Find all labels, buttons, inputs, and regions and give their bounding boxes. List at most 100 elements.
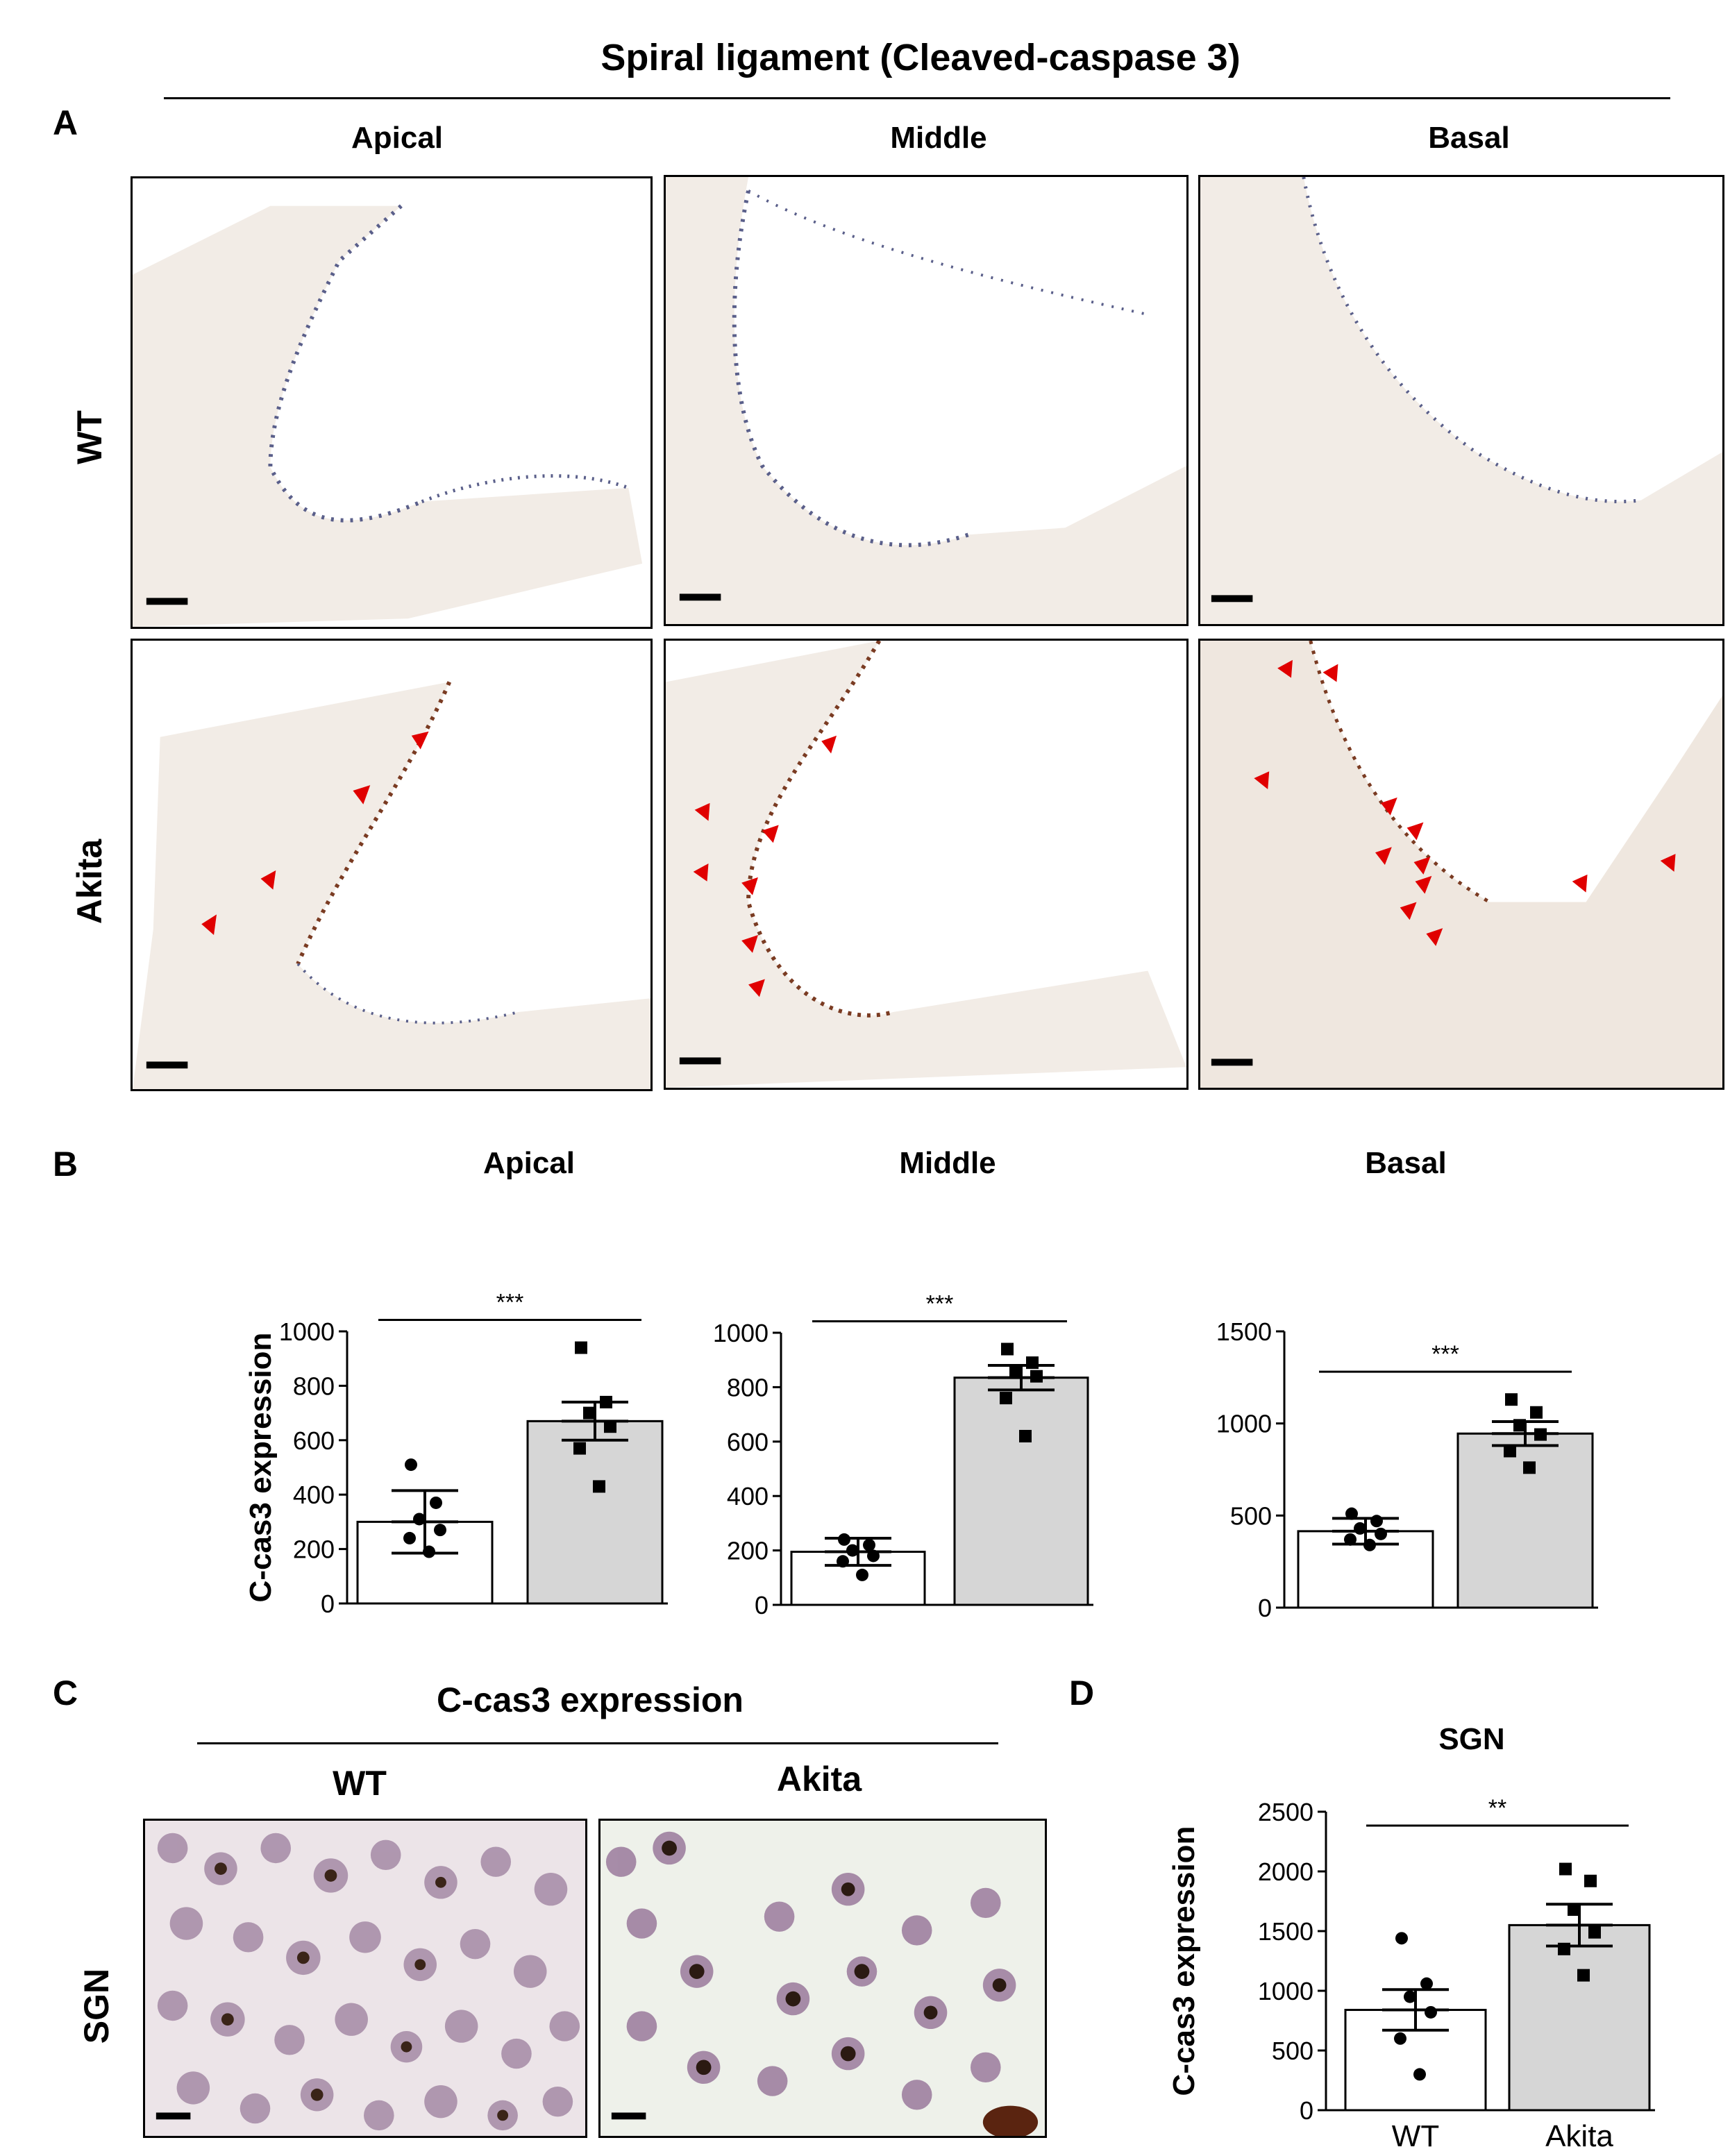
- figure-main-title: Spiral ligament (Cleaved-caspase 3): [601, 37, 1241, 78]
- data-point-akita: [1523, 1461, 1536, 1474]
- chart-b-basal: Basal 050010001500WTAkita***: [1216, 1146, 1598, 1617]
- data-point-wt: [1354, 1522, 1366, 1535]
- significance-label: ***: [496, 1290, 524, 1316]
- y-tick-label: 0: [1300, 2096, 1313, 2125]
- panel-c-title: C-cas3 expression: [437, 1681, 744, 1719]
- data-point-wt: [403, 1531, 416, 1544]
- chart-title: Apical: [483, 1146, 575, 1180]
- chart-title: Basal: [1365, 1146, 1446, 1180]
- y-tick-label: 400: [727, 1482, 769, 1510]
- data-point-akita: [1000, 1392, 1012, 1405]
- data-point-wt: [867, 1549, 880, 1563]
- panel-c-title-underline: [197, 1742, 998, 1744]
- row-label-wt: WT: [70, 410, 109, 464]
- data-point-akita: [1030, 1370, 1043, 1383]
- panel-c-column-akita: Akita: [776, 1760, 862, 1799]
- x-tick-label-wt: WT: [834, 1614, 882, 1617]
- y-tick-label: 500: [1230, 1501, 1272, 1530]
- y-tick-label: 2000: [1258, 1858, 1313, 1886]
- data-point-wt: [430, 1496, 442, 1509]
- plot-area: 0 500 1000 1500 2000 2500 C-cas3 expression WT A…: [1167, 1795, 1655, 2152]
- data-point-wt: [1344, 1533, 1357, 1546]
- data-point-wt: [1425, 2005, 1437, 2019]
- data-point-akita: [604, 1420, 616, 1433]
- micrograph-akita-basal: [1198, 639, 1724, 1090]
- data-point-wt: [1420, 1977, 1433, 1990]
- data-point-wt: [837, 1555, 849, 1568]
- plot-area: 050010001500WTAkita***: [1216, 1317, 1598, 1617]
- data-point-akita: [1001, 1342, 1014, 1356]
- micrograph-sgn-wt: [143, 1819, 587, 2138]
- y-tick-label: 500: [1272, 2037, 1313, 2065]
- y-tick-label: 1000: [1258, 1977, 1313, 2005]
- micrograph-wt-basal: [1198, 175, 1724, 626]
- data-point-wt: [1404, 1990, 1416, 2003]
- y-tick-label: 1500: [1258, 1917, 1313, 1946]
- bar-akita: [526, 1420, 664, 1605]
- x-tick-label-akita: Akita: [987, 1614, 1055, 1617]
- data-point-akita: [1577, 1969, 1590, 1982]
- data-point-wt: [413, 1513, 426, 1526]
- data-point-wt: [856, 1568, 868, 1581]
- data-point-wt: [405, 1458, 417, 1472]
- y-tick-label: 1000: [279, 1317, 335, 1346]
- bar-akita: [1456, 1432, 1594, 1609]
- y-axis-label: C-cas3 expression: [1167, 1826, 1201, 2096]
- micrograph-sgn-akita: [598, 1819, 1047, 2138]
- data-point-akita: [1513, 1419, 1526, 1432]
- data-point-akita: [1534, 1428, 1547, 1441]
- data-point-wt: [423, 1545, 435, 1558]
- plot-area: 0 200 400 600 800 1000 WT Akita ***: [713, 1291, 1093, 1617]
- data-point-wt: [838, 1533, 850, 1546]
- data-point-wt: [1363, 1538, 1376, 1551]
- data-point-akita: [583, 1406, 596, 1420]
- y-tick-label: 1000: [713, 1319, 769, 1347]
- panel-letter-a: A: [53, 103, 78, 142]
- y-tick-label: 800: [727, 1373, 769, 1401]
- data-point-akita: [1019, 1429, 1032, 1442]
- significance-label: **: [1488, 1795, 1506, 1821]
- data-point-akita: [600, 1395, 612, 1408]
- x-tick-label-wt: WT: [1392, 2119, 1439, 2152]
- y-axis-label: C-cas3 expression: [244, 1333, 278, 1603]
- data-point-wt: [1395, 1932, 1408, 1945]
- micrograph-akita-apical: [131, 639, 653, 1091]
- column-label-apical: Apical: [351, 121, 444, 155]
- data-point-akita: [1505, 1393, 1518, 1406]
- y-tick-label: 800: [293, 1372, 335, 1400]
- row-label-akita: Akita: [70, 839, 109, 925]
- data-point-wt: [1375, 1527, 1387, 1540]
- y-tick-label: 200: [293, 1535, 335, 1564]
- panel-c-column-wt: WT: [333, 1764, 387, 1803]
- data-point-wt: [846, 1544, 859, 1557]
- panel-letter-b: B: [53, 1145, 78, 1184]
- y-tick-label: 0: [755, 1591, 769, 1617]
- micrograph-wt-apical: [131, 176, 653, 629]
- data-point-akita: [1568, 1903, 1580, 1917]
- data-point-wt: [863, 1538, 875, 1551]
- data-point-akita: [1584, 1874, 1597, 1887]
- chart-b-middle: Middle 0 200 400 600 800 1000 WT Akita ***: [713, 1146, 1093, 1617]
- data-point-akita: [593, 1480, 605, 1493]
- x-tick-label-akita: Akita: [561, 1612, 629, 1617]
- y-tick-label: 1000: [1216, 1410, 1272, 1438]
- data-point-akita: [573, 1442, 586, 1455]
- y-tick-label: 200: [727, 1537, 769, 1565]
- micrograph-wt-middle: [664, 175, 1189, 626]
- data-point-akita: [1530, 1406, 1543, 1419]
- y-tick-label: 600: [727, 1428, 769, 1456]
- bar-akita: [1508, 1923, 1651, 2112]
- data-point-akita: [1558, 1942, 1570, 1955]
- x-tick-label-akita: Akita: [1545, 2119, 1613, 2152]
- data-point-akita: [1026, 1356, 1039, 1370]
- chart-title: SGN: [1438, 1722, 1504, 1756]
- data-point-wt: [1413, 2068, 1426, 2081]
- data-point-akita: [1009, 1364, 1022, 1377]
- significance-label: ***: [926, 1291, 954, 1317]
- panel-letter-d: D: [1069, 1674, 1095, 1712]
- bar-akita: [953, 1376, 1089, 1606]
- data-point-akita: [1504, 1445, 1516, 1458]
- chart-title: Middle: [899, 1146, 996, 1180]
